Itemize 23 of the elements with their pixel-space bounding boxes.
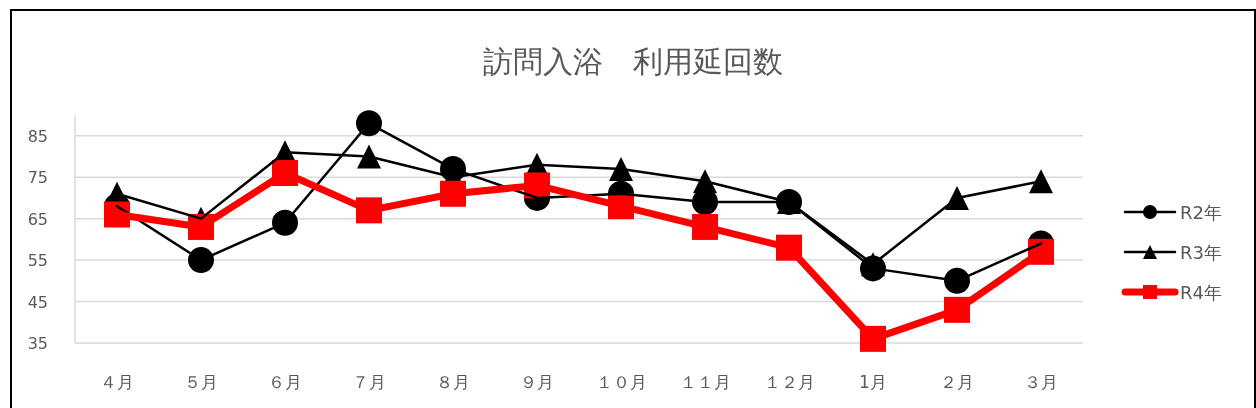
legend-label: R4年 bbox=[1180, 282, 1222, 303]
x-tick-label: ３月 bbox=[1024, 372, 1058, 392]
y-tick-label: 55 bbox=[27, 251, 48, 271]
x-tick-label: ６月 bbox=[268, 372, 302, 392]
chart-title: 訪問入浴 利用延回数 bbox=[483, 44, 783, 79]
x-tick-label: 1月 bbox=[859, 372, 887, 392]
x-tick-label: １１月 bbox=[679, 372, 731, 392]
y-tick-label: 45 bbox=[27, 292, 48, 312]
x-tick-label: ９月 bbox=[520, 372, 554, 392]
legend-label: R2年 bbox=[1180, 202, 1222, 223]
y-tick-label: 35 bbox=[27, 334, 48, 353]
x-tick-label: １０月 bbox=[595, 372, 647, 392]
x-tick-label: ２月 bbox=[940, 372, 974, 392]
legend-label: R3年 bbox=[1180, 242, 1222, 263]
y-tick-label: 85 bbox=[27, 126, 48, 146]
x-tick-label: ７月 bbox=[352, 372, 386, 392]
x-tick-label: １２月 bbox=[763, 372, 815, 392]
y-tick-label: 65 bbox=[27, 209, 48, 229]
x-tick-label: ８月 bbox=[436, 372, 470, 392]
y-tick-label: 75 bbox=[27, 168, 48, 188]
x-tick-label: ５月 bbox=[184, 372, 218, 392]
point bbox=[1029, 169, 1053, 194]
x-tick-label: ４月 bbox=[100, 372, 134, 392]
